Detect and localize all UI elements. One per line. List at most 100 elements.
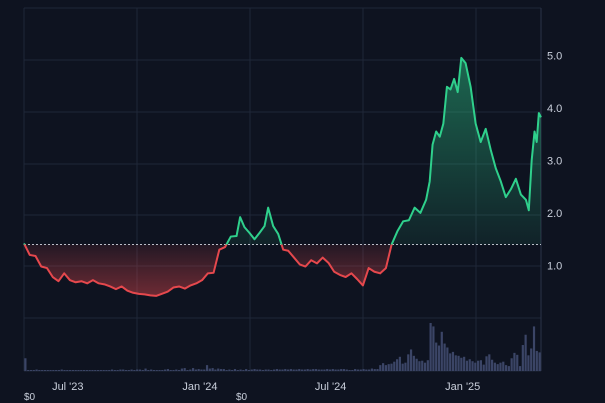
volume-bar (32, 370, 35, 371)
volume-bar (532, 326, 536, 371)
volume-bar (460, 357, 463, 371)
volume-bar (239, 369, 242, 371)
volume-bar (247, 370, 251, 371)
volume-bar (267, 369, 270, 371)
volume-bar (485, 356, 488, 371)
volume-bar (164, 369, 167, 371)
volume-bar (516, 354, 519, 371)
volume-bar (463, 356, 466, 371)
volume-bar (373, 369, 376, 371)
volume-bar (370, 368, 374, 371)
volume-bar (194, 369, 197, 371)
volume-bar (161, 370, 164, 371)
volume-bar (314, 369, 318, 371)
volume-bar (289, 369, 292, 371)
volume-bar (488, 354, 491, 371)
volume-bar (205, 365, 209, 371)
y-tick-label: 5.0 (547, 50, 562, 62)
volume-bar (320, 369, 323, 371)
volume-bar (225, 370, 228, 371)
volume-bar (236, 370, 239, 371)
x-tick-label: Jul '24 (315, 381, 346, 393)
volume-bar (197, 369, 200, 371)
volume-bar (298, 369, 301, 371)
volume-bar (99, 370, 102, 371)
volume-bar (261, 370, 265, 371)
volume-bar (435, 342, 438, 371)
volume-bar (119, 369, 122, 371)
volume-bar (242, 370, 245, 371)
series-line-up (23, 56, 542, 245)
volume-bar (29, 370, 33, 371)
volume-bar (365, 369, 368, 371)
volume-bar (122, 369, 125, 371)
volume-bar (432, 326, 435, 371)
volume-bar (245, 369, 248, 371)
volume-bar (356, 369, 360, 371)
volume-bar (482, 364, 485, 371)
volume-bar (404, 362, 407, 371)
x-tick-label: Jan '25 (445, 381, 480, 393)
volume-bar (27, 370, 30, 371)
volume-bar (306, 369, 309, 371)
volume-bar (222, 369, 225, 371)
volume-bar (502, 361, 505, 371)
volume-bar (200, 369, 203, 371)
volume-bar (504, 365, 508, 371)
price-area (24, 57, 541, 296)
volume-bar (449, 353, 452, 371)
volume-bar (71, 370, 74, 371)
volume-bar (150, 369, 153, 371)
volume-bar (284, 369, 287, 371)
volume-bar (43, 370, 47, 371)
volume-bar (521, 345, 524, 371)
volume-bar (49, 370, 52, 371)
volume-bar (281, 369, 284, 371)
volume-bar (393, 361, 396, 371)
volume-bar (474, 362, 477, 371)
volume-bar (535, 350, 538, 371)
volume-bar (426, 360, 429, 371)
volume-bar (401, 363, 404, 371)
volume-bar (85, 370, 88, 371)
volume-bar (102, 370, 105, 371)
area-above-baseline (24, 57, 541, 245)
volume-bar (286, 369, 290, 371)
volume-bar (479, 360, 483, 371)
y-tick-label: 3.0 (547, 155, 562, 167)
volume-bar (398, 356, 401, 371)
volume-bar (60, 369, 63, 371)
volume-bar (175, 369, 178, 371)
volume-bar (113, 370, 116, 371)
volume-bar (303, 369, 306, 371)
volume-bar (309, 369, 312, 371)
volume-bar (493, 362, 496, 371)
volume-bar (295, 369, 298, 371)
volume-bar (66, 370, 69, 371)
volume-bar (183, 368, 186, 371)
volume-bar (278, 369, 281, 371)
volume-bar (116, 370, 119, 371)
volume-bar (52, 370, 55, 371)
volume-bar (273, 369, 276, 371)
volume-bar (443, 343, 446, 371)
volume-bar (46, 370, 49, 371)
volume-bar (259, 369, 262, 371)
volume-bars (24, 322, 541, 371)
volume-bar (55, 370, 58, 371)
volume-bar (231, 370, 234, 371)
volume-bar (144, 368, 147, 371)
y-tick-label: 4.0 (547, 103, 562, 115)
volume-bar (147, 370, 150, 371)
volume-bar (105, 370, 108, 371)
volume-bar (300, 369, 304, 371)
volume-bar (524, 334, 527, 371)
volume-bar (429, 322, 432, 371)
volume-bar (63, 370, 66, 371)
volume-bar (409, 349, 413, 371)
corner-label: $0 (24, 392, 36, 403)
volume-bar (465, 360, 469, 371)
volume-bar (158, 370, 161, 371)
volume-bar (155, 370, 158, 371)
volume-bar (342, 369, 346, 371)
